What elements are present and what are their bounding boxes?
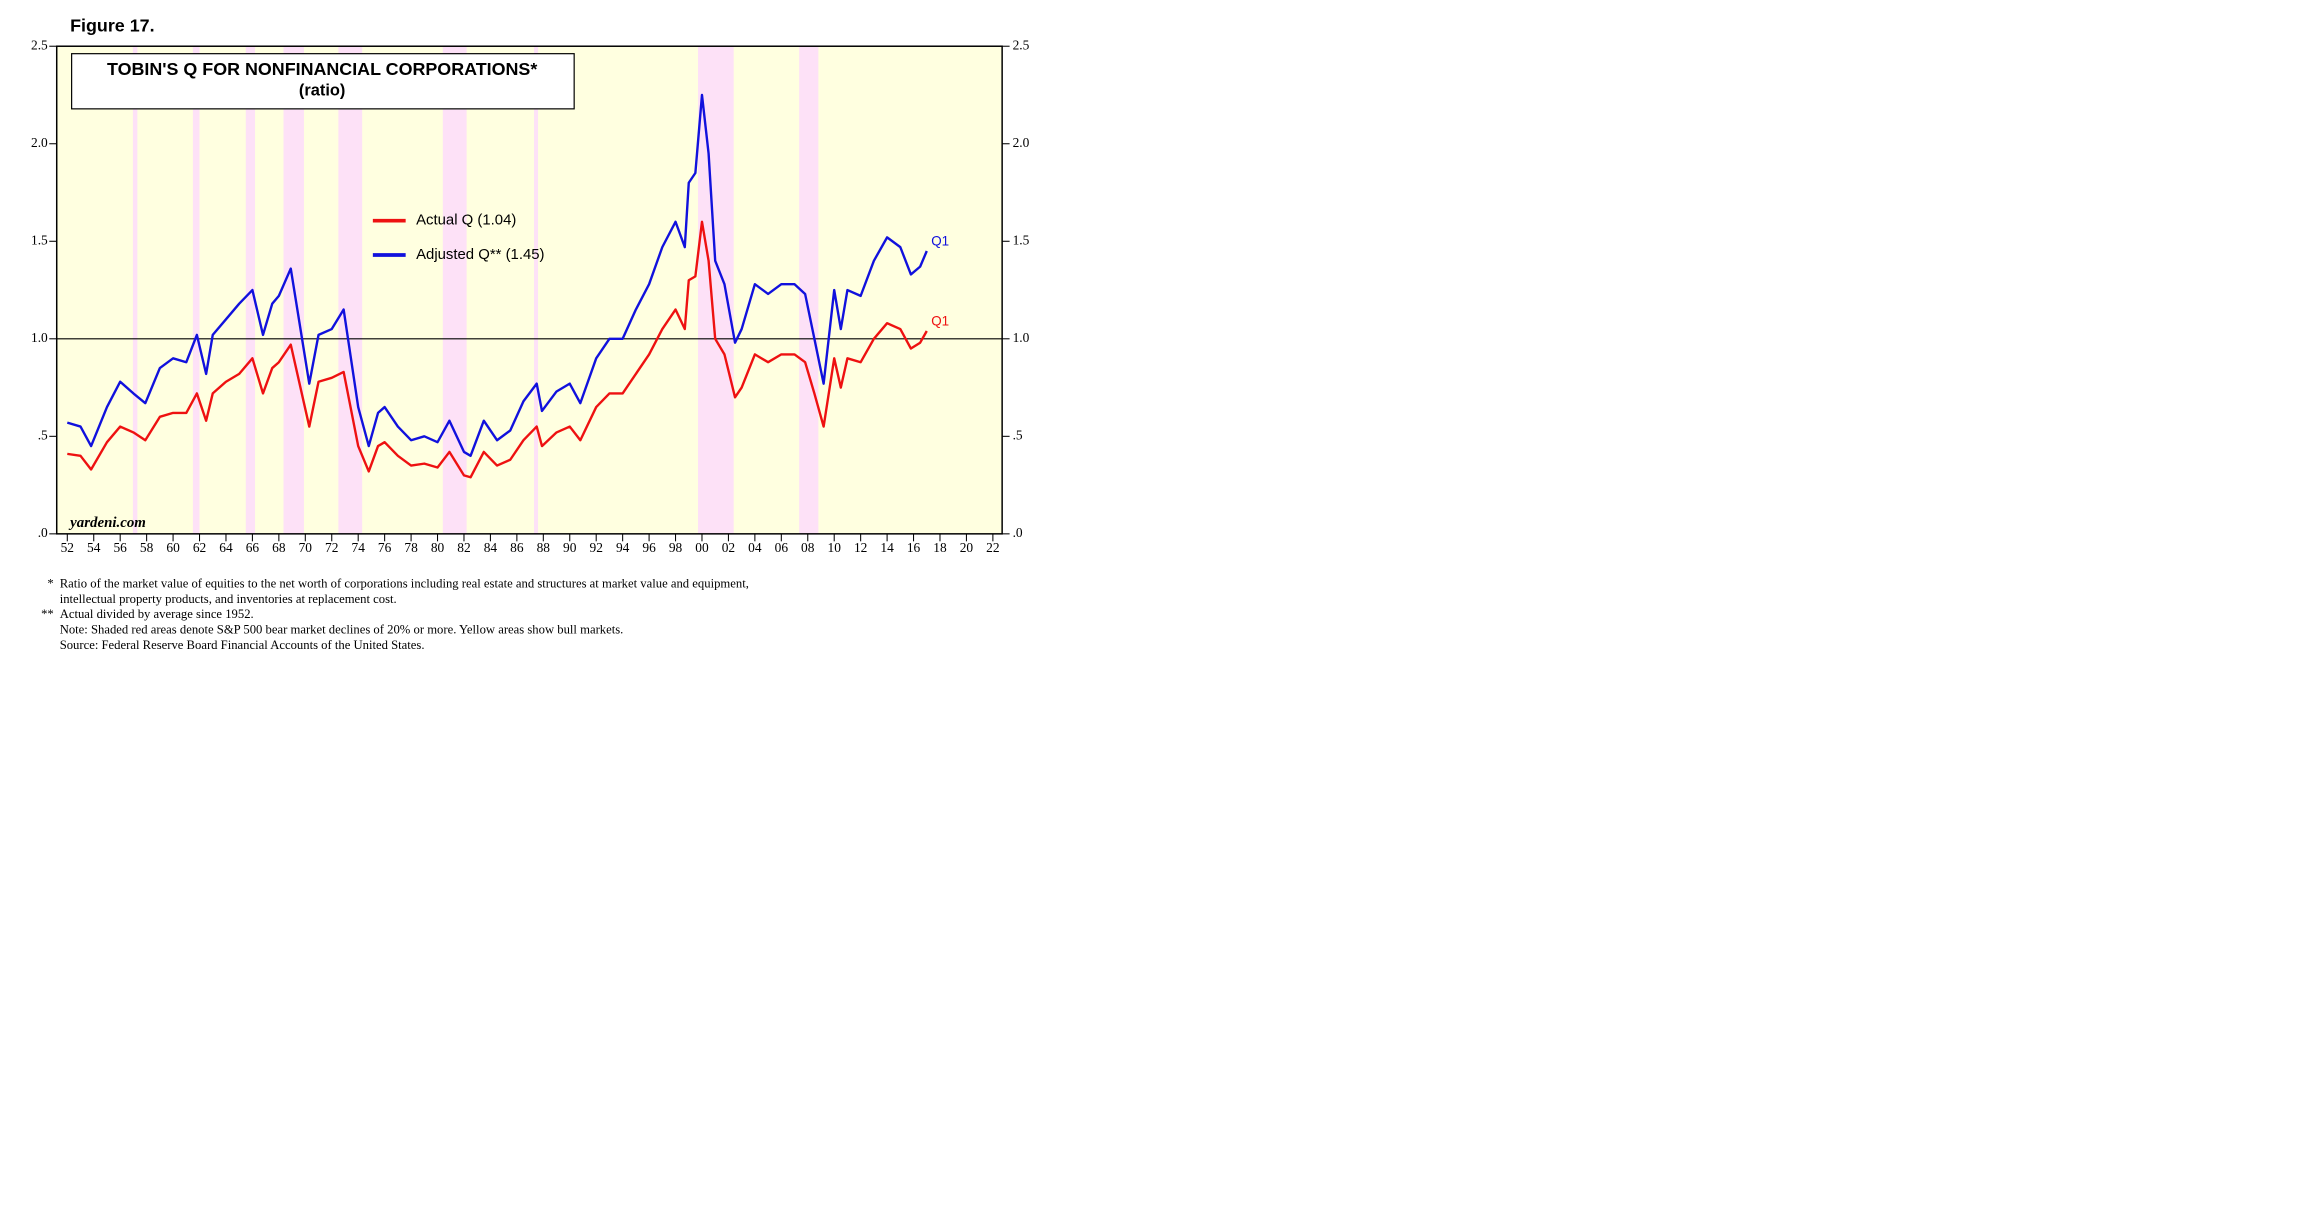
footnote: Note: Shaded red areas denote S&P 500 be…	[60, 623, 624, 637]
x-tick-label: 92	[589, 540, 602, 555]
y-tick-label: 1.0	[31, 330, 48, 345]
y2-tick-label: 2.5	[1013, 37, 1030, 52]
y-tick-label: .0	[38, 525, 48, 540]
x-tick-label: 86	[510, 540, 524, 555]
y-tick-label: 2.5	[31, 37, 48, 52]
figure-label: Figure 17.	[70, 16, 154, 36]
bear-market-band	[132, 46, 138, 534]
end-label: Q1	[931, 314, 949, 329]
x-tick-label: 72	[325, 540, 338, 555]
x-tick-label: 60	[166, 540, 180, 555]
x-tick-label: 88	[537, 540, 551, 555]
x-tick-label: 64	[219, 540, 233, 555]
footnote-marker: **	[41, 607, 54, 621]
bear-market-band	[442, 46, 467, 534]
bear-market-band	[245, 46, 256, 534]
watermark: yardeni.com	[68, 515, 146, 531]
legend-label: Adjusted Q** (1.45)	[416, 247, 544, 263]
end-label: Q1	[931, 234, 949, 249]
bear-market-band	[192, 46, 200, 534]
y2-tick-label: 1.0	[1013, 330, 1030, 345]
y2-tick-label: 1.5	[1013, 232, 1030, 247]
title-box	[71, 53, 575, 110]
x-tick-label: 02	[722, 540, 735, 555]
plot-frame	[55, 45, 1003, 535]
bear-market-band	[338, 46, 363, 534]
y2-tick-label: .5	[1013, 427, 1023, 442]
x-tick-label: 80	[431, 540, 445, 555]
plot-background	[56, 46, 1003, 534]
x-tick-label: 08	[801, 540, 815, 555]
x-tick-label: 74	[351, 540, 365, 555]
x-tick-label: 62	[193, 540, 206, 555]
legend-label: Actual Q (1.04)	[416, 213, 516, 229]
footnote: Actual divided by average since 1952.	[60, 607, 254, 621]
y-tick-label: 2.0	[31, 135, 48, 150]
bear-market-band	[698, 46, 734, 534]
footnote: Source: Federal Reserve Board Financial …	[60, 638, 425, 652]
x-tick-label: 12	[854, 540, 867, 555]
y2-tick-label: .0	[1013, 525, 1023, 540]
x-tick-label: 84	[484, 540, 498, 555]
y2-tick-label: 2.0	[1013, 135, 1030, 150]
x-tick-label: 98	[669, 540, 683, 555]
x-tick-label: 70	[299, 540, 313, 555]
footnote: intellectual property products, and inve…	[60, 592, 397, 606]
series-line	[67, 220, 928, 479]
x-tick-label: 04	[748, 540, 762, 555]
footnote: Ratio of the market value of equities to…	[60, 576, 749, 590]
x-tick-label: 82	[457, 540, 470, 555]
chart-title: TOBIN'S Q FOR NONFINANCIAL CORPORATIONS*	[107, 59, 537, 79]
x-tick-label: 66	[246, 540, 260, 555]
footnote-marker: *	[47, 576, 53, 590]
x-tick-label: 22	[986, 540, 999, 555]
x-tick-label: 52	[61, 540, 74, 555]
x-tick-label: 14	[880, 540, 894, 555]
x-tick-label: 06	[775, 540, 789, 555]
x-tick-label: 90	[563, 540, 577, 555]
x-tick-label: 76	[378, 540, 392, 555]
bear-market-band	[799, 46, 819, 534]
x-tick-label: 96	[642, 540, 656, 555]
bear-market-band	[534, 46, 539, 534]
x-tick-label: 16	[907, 540, 921, 555]
x-tick-label: 10	[828, 540, 842, 555]
x-tick-label: 94	[616, 540, 630, 555]
x-tick-label: 20	[960, 540, 974, 555]
y-tick-label: 1.5	[31, 232, 48, 247]
x-tick-label: 00	[695, 540, 709, 555]
y-tick-label: .5	[38, 427, 48, 442]
series-line	[66, 93, 928, 458]
chart-subtitle: (ratio)	[299, 81, 345, 99]
x-tick-label: 18	[933, 540, 947, 555]
x-tick-label: 56	[113, 540, 127, 555]
x-tick-label: 78	[404, 540, 418, 555]
x-tick-label: 68	[272, 540, 286, 555]
x-tick-label: 58	[140, 540, 154, 555]
x-tick-label: 54	[87, 540, 101, 555]
